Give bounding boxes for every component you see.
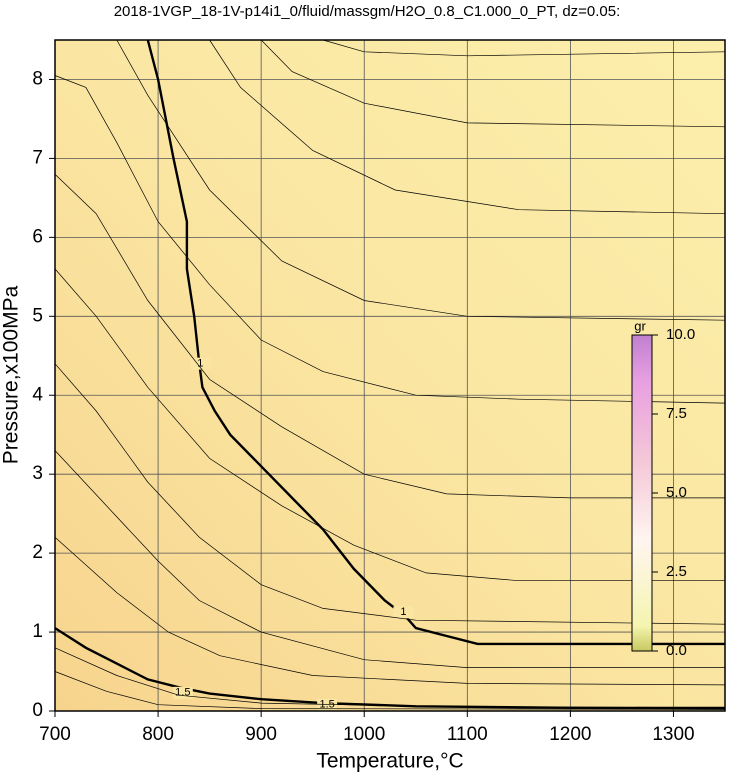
plot-background — [55, 40, 725, 711]
x-axis-label: Temperature,°C — [316, 750, 463, 773]
contour-line — [146, 39, 725, 646]
plot-frame — [54, 39, 726, 712]
colorbar-label: gr — [634, 318, 646, 333]
contour-line — [54, 363, 726, 625]
contour-line — [322, 39, 726, 57]
y-axis-label: Pressure,x100MPa — [0, 285, 23, 464]
y-tick-label: 5 — [32, 305, 43, 326]
contour-line — [54, 647, 725, 708]
colorbar-tick-label: 7.5 — [666, 405, 687, 422]
x-tick-label: 1300 — [652, 724, 694, 745]
x-tick-label: 1100 — [447, 724, 488, 745]
contour-line — [54, 450, 725, 668]
y-tick-label: 4 — [32, 384, 43, 405]
x-tick-label: 700 — [39, 724, 71, 745]
colorbar-tick-label: 5.0 — [666, 484, 687, 501]
grid — [54, 40, 725, 712]
contour-label: 1 — [197, 358, 203, 370]
colorbar-tick-label: 0.0 — [666, 642, 687, 659]
y-tick-label: 1 — [32, 621, 43, 642]
contours: 111.51.5 — [54, 39, 726, 711]
contour-line — [54, 671, 726, 710]
colorbar-tick-label: 10.0 — [666, 326, 695, 343]
contour-line — [116, 39, 726, 321]
x-tick-label: 900 — [245, 724, 277, 745]
y-tick-label: 0 — [32, 700, 43, 721]
axes: 700 800 900 1000 1100 1200 1300 0 1 2 3 4 5 6 7 8 — [32, 68, 694, 745]
y-tick-label: 8 — [32, 68, 43, 89]
contour-line — [54, 268, 725, 582]
contour-label-bg — [393, 606, 414, 619]
x-tick-label: 1000 — [343, 724, 385, 745]
x-tick-label: 1200 — [549, 724, 591, 745]
contour-label: 1 — [400, 606, 406, 618]
y-tick-label: 3 — [32, 463, 43, 484]
colorbar-axis: 0.0 2.5 5.0 7.5 10.0 — [652, 326, 695, 659]
y-tick-label: 6 — [32, 226, 43, 247]
contour-line — [209, 39, 726, 215]
colorbar-tick-label: 2.5 — [666, 563, 687, 580]
x-tick-label: 800 — [142, 724, 174, 745]
chart-title: 2018-1VGP_18-1V-p14i1_0/fluid/massgm/H2O… — [114, 3, 621, 20]
y-tick-label: 2 — [32, 542, 43, 563]
colorbar — [631, 334, 653, 652]
contour-line — [260, 39, 726, 128]
contour-line — [54, 537, 726, 686]
contour-line — [54, 75, 726, 404]
y-tick-label: 7 — [32, 147, 43, 168]
contour-label: 1.5 — [175, 687, 190, 699]
contour-line — [54, 173, 725, 499]
